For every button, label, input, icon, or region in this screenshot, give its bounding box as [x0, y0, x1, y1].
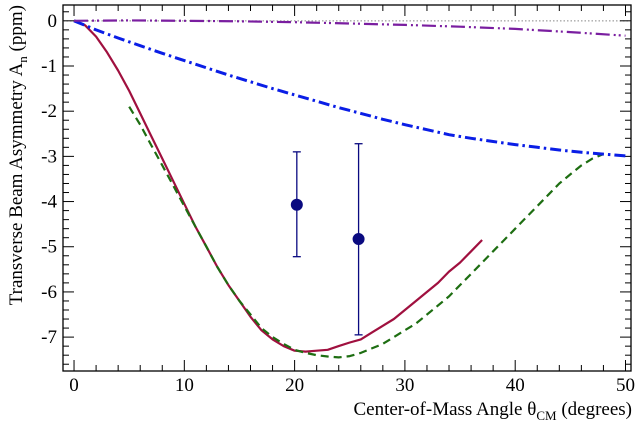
- data-point-marker: [290, 198, 303, 211]
- x-tick-label: 20: [285, 375, 304, 396]
- y-tick-label: -6: [41, 282, 57, 303]
- plot-frame: [62, 4, 632, 372]
- y-tick-label: -1: [41, 56, 57, 77]
- y-tick-label: -5: [41, 237, 57, 258]
- tick-labels: 0 10 20 30 40 50 0 -1 -2 -3 -4 -5 -6 -7: [41, 11, 635, 396]
- series-line-dashdot: [73, 19, 626, 158]
- x-tick-label: 10: [175, 375, 194, 396]
- plot-border: [62, 4, 632, 372]
- y-tick-label: 0: [48, 11, 58, 32]
- y-tick-label: -4: [41, 192, 57, 213]
- x-axis-title: Center-of-Mass Angle θCM (degrees): [353, 399, 632, 421]
- x-tick-label: 40: [506, 375, 525, 396]
- series-line-solid: [73, 19, 483, 353]
- x-tick-label: 50: [616, 375, 635, 396]
- y-tick-label: -3: [41, 146, 57, 167]
- y-axis-title: Transverse Beam Asymmetry An (ppm): [6, 5, 30, 305]
- series-line-dashed: [128, 106, 604, 359]
- series-line-dashdotdot: [73, 19, 626, 37]
- axis-ticks: [63, 5, 631, 371]
- x-tick-label: 0: [69, 375, 79, 396]
- series-group: [73, 19, 626, 359]
- x-tick-label: 30: [395, 375, 414, 396]
- data-points: [290, 143, 365, 336]
- data-point-marker: [352, 233, 365, 246]
- y-tick-label: -7: [41, 327, 57, 348]
- y-tick-label: -2: [41, 101, 57, 122]
